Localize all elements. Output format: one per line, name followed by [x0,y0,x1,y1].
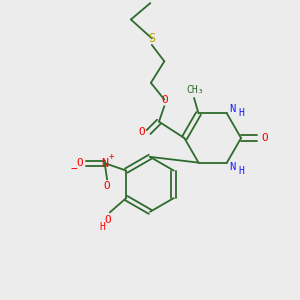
Text: N: N [229,162,236,172]
Text: O: O [104,215,111,225]
Text: O: O [261,133,268,143]
Text: H: H [238,166,244,176]
Text: O: O [139,127,145,137]
Text: H: H [99,222,105,232]
Text: O: O [104,181,110,191]
Text: N: N [101,157,108,169]
Text: H: H [238,108,244,118]
Text: S: S [148,32,155,45]
Text: −: − [70,164,77,174]
Text: O: O [76,158,83,168]
Text: O: O [162,94,168,104]
Text: CH₃: CH₃ [186,85,204,95]
Text: N: N [229,104,236,114]
Text: +: + [109,152,114,161]
